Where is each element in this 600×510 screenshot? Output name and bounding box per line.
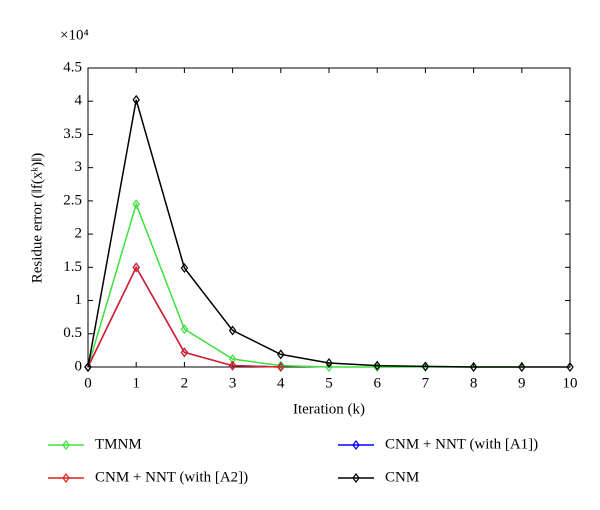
legend-marker bbox=[352, 473, 360, 483]
data-marker bbox=[566, 362, 574, 372]
x-tick-label: 7 bbox=[422, 375, 430, 391]
x-tick-label: 9 bbox=[518, 375, 526, 391]
y-tick-label: 4.5 bbox=[63, 59, 82, 75]
x-tick-label: 4 bbox=[277, 375, 285, 391]
series-line bbox=[87, 265, 281, 368]
plot-frame bbox=[87, 67, 571, 368]
legend-label: CNM + NNT (with [A2]) bbox=[95, 469, 248, 485]
data-marker bbox=[228, 354, 237, 365]
y-tick-label: 1 bbox=[75, 292, 83, 308]
legend-marker bbox=[62, 440, 70, 450]
y-tick-label: 0.5 bbox=[63, 325, 82, 341]
data-marker bbox=[277, 360, 285, 371]
data-marker bbox=[469, 362, 478, 372]
series-line bbox=[87, 99, 570, 368]
data-marker bbox=[84, 362, 92, 372]
y-scale-label: ×10⁴ bbox=[60, 27, 89, 43]
y-tick-label: 2 bbox=[75, 226, 83, 242]
data-marker bbox=[277, 349, 285, 360]
x-tick-label: 10 bbox=[563, 375, 578, 391]
series-line bbox=[87, 201, 522, 368]
x-tick-label: 6 bbox=[373, 375, 381, 391]
data-marker bbox=[132, 262, 140, 273]
y-tick-label: 4 bbox=[75, 93, 83, 109]
data-marker bbox=[228, 360, 237, 371]
y-tick-label: 3 bbox=[75, 159, 83, 175]
data-marker bbox=[180, 262, 189, 273]
y-tick-label: 1.5 bbox=[63, 259, 82, 275]
x-tick-label: 2 bbox=[181, 375, 189, 391]
x-tick-label: 3 bbox=[229, 375, 237, 391]
data-marker bbox=[277, 362, 285, 372]
data-marker bbox=[518, 362, 526, 372]
legend-marker bbox=[352, 440, 360, 450]
data-marker bbox=[421, 361, 430, 372]
y-tick-label: 0 bbox=[75, 358, 83, 374]
legend-label: TMNM bbox=[95, 436, 142, 452]
data-marker bbox=[180, 347, 189, 358]
x-axis-label: Iteration (k) bbox=[293, 401, 365, 417]
x-tick-label: 8 bbox=[470, 375, 478, 391]
data-marker bbox=[132, 199, 140, 210]
y-axis-label: Residue error (‖f(xᵏ)‖) bbox=[29, 153, 45, 284]
data-marker bbox=[325, 362, 333, 372]
data-marker bbox=[180, 324, 189, 335]
legend-label: CNM bbox=[385, 469, 419, 485]
x-tick-label: 1 bbox=[132, 375, 140, 391]
data-marker bbox=[373, 360, 381, 371]
legend-marker bbox=[62, 473, 70, 483]
x-tick-label: 0 bbox=[84, 375, 92, 391]
legend-label: CNM + NNT (with [A1]) bbox=[385, 436, 538, 452]
data-marker bbox=[132, 94, 140, 105]
data-marker bbox=[325, 358, 333, 369]
data-marker bbox=[228, 325, 237, 336]
y-tick-label: 3.5 bbox=[63, 126, 82, 142]
x-tick-label: 5 bbox=[325, 375, 333, 391]
y-tick-label: 2.5 bbox=[63, 192, 82, 208]
